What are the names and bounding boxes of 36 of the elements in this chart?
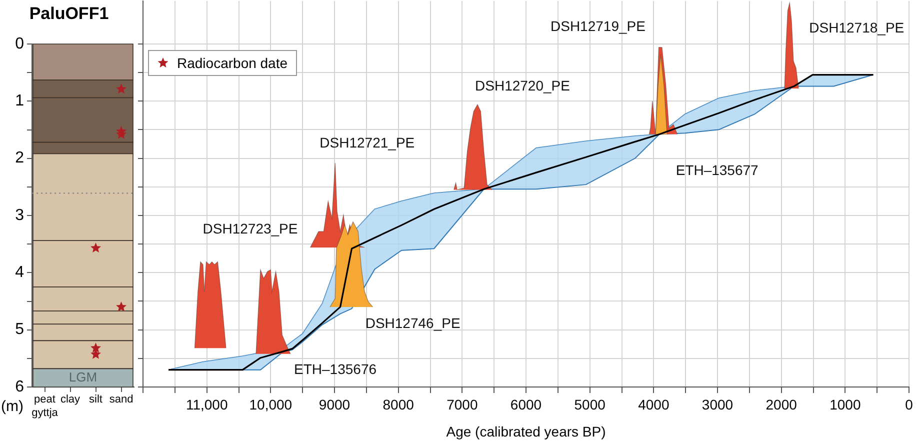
annotation: DSH12721_PE [320, 134, 415, 151]
band-label: LGM [68, 369, 98, 384]
y-axis-title: (m) [1, 398, 24, 415]
annotation: DSH12719_PE [550, 18, 646, 34]
x-tick-label: 11,000 [186, 396, 228, 412]
x-tick-label: 8000 [382, 396, 414, 412]
x-tick-label: 1000 [830, 396, 861, 412]
y-tick-label: 4 [15, 264, 24, 282]
legend-label: Radiocarbon date [177, 55, 288, 71]
y-tick-label: 2 [15, 150, 24, 167]
x-tick-label: silt [89, 394, 102, 406]
x-tick-label: peat gyttja [32, 394, 59, 419]
x-tick-label: 10,000 [249, 396, 292, 412]
y-tick-label: 0 [15, 35, 24, 52]
x-tick-label: 2000 [766, 396, 798, 412]
annotation: ETH–135676 [294, 360, 377, 377]
y-tick-label: 6 [15, 378, 24, 396]
annotation: DSH12723_PE [202, 220, 298, 236]
x-tick-label: 6000 [510, 396, 542, 412]
x-tick-label: 5000 [574, 396, 606, 412]
chart-title: PaluOFF1 [28, 4, 110, 24]
x-tick-label: 0 [905, 396, 914, 412]
annotation: ETH–135677 [676, 162, 759, 178]
x-tick-label: 4000 [638, 396, 670, 412]
x-tick-label: 9000 [318, 396, 350, 412]
x-tick-label: sand [109, 394, 134, 406]
x-tick-label: clay [60, 394, 81, 406]
annotation: DSH12746_PE [365, 314, 460, 331]
y-tick-label: 5 [15, 321, 24, 338]
annotation: DSH12718_PE [809, 20, 904, 36]
y-tick-label: 1 [15, 92, 24, 110]
x-axis-title: Age (calibrated years BP) [446, 423, 606, 440]
y-tick-label: 3 [15, 206, 24, 224]
annotation: DSH12720_PE [475, 77, 570, 94]
x-tick-label: 7000 [446, 396, 478, 412]
x-tick-label: 3000 [702, 396, 734, 412]
